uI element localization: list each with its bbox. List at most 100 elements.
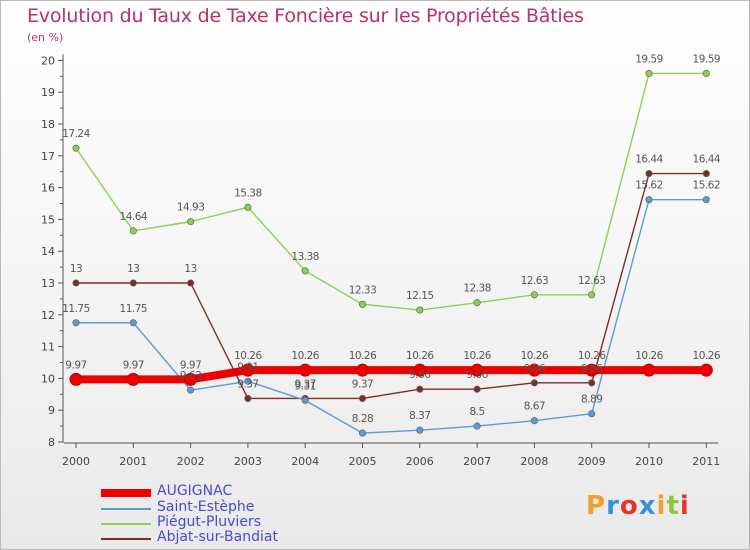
x-tick-label: 2003 — [234, 455, 262, 468]
data-label: 8.28 — [352, 413, 373, 425]
data-point — [645, 196, 653, 204]
y-tick-label: 8 — [48, 436, 55, 449]
data-label: 14.93 — [177, 202, 205, 214]
data-point — [187, 218, 195, 226]
data-label: 9.66 — [409, 369, 431, 381]
data-label: 16.44 — [693, 154, 721, 166]
data-point — [244, 203, 252, 211]
data-point — [126, 372, 140, 386]
y-tick-label: 18 — [41, 118, 55, 131]
data-label: 15.62 — [635, 180, 663, 192]
data-point — [530, 291, 538, 299]
data-point — [298, 363, 312, 377]
data-label: 9.37 — [352, 378, 373, 390]
data-point — [129, 319, 137, 327]
x-tick-label: 2010 — [635, 455, 663, 468]
data-label: 11.75 — [62, 303, 90, 315]
data-label: 13.38 — [291, 251, 319, 263]
data-label: 13 — [184, 263, 196, 275]
y-tick-label: 16 — [41, 182, 55, 195]
data-label: 12.63 — [521, 275, 549, 287]
y-tick-label: 17 — [41, 150, 55, 163]
data-label: 10.26 — [291, 350, 319, 362]
data-point — [530, 417, 538, 425]
data-label: 8.67 — [524, 401, 545, 413]
proxiti-logo: Proxiti — [586, 491, 690, 521]
data-label: 15.62 — [693, 180, 721, 192]
data-label: 8.5 — [469, 406, 484, 418]
data-point — [69, 372, 83, 386]
logo-letter: r — [606, 491, 620, 521]
data-label: 10.26 — [578, 350, 606, 362]
data-label: 15.38 — [234, 187, 262, 199]
data-point — [301, 396, 309, 404]
legend-label: AUGIGNAC — [157, 483, 233, 499]
data-label: 12.63 — [578, 275, 606, 287]
y-tick-label: 14 — [41, 245, 55, 258]
x-tick-label: 2004 — [291, 455, 319, 468]
series-line-saint-est-phe — [75, 198, 707, 434]
data-label: 12.38 — [463, 283, 491, 295]
chart-subtitle: (en %) — [27, 31, 64, 44]
data-label: 10.26 — [693, 350, 721, 362]
logo-letter: i — [679, 491, 690, 521]
legend-swatch — [101, 489, 151, 497]
data-label: 8.89 — [581, 394, 602, 406]
data-label: 17.24 — [62, 128, 90, 140]
x-tick-label: 2006 — [406, 455, 434, 468]
data-label: 9.86 — [524, 363, 546, 375]
x-tick-label: 2009 — [578, 455, 606, 468]
data-label: 9.31 — [295, 380, 316, 392]
logo-letter: P — [586, 491, 607, 521]
y-tick-label: 19 — [41, 86, 55, 99]
data-label: 9.37 — [237, 378, 258, 390]
y-tick-label: 11 — [41, 341, 55, 354]
data-label: 9.66 — [466, 369, 488, 381]
data-label: 10.26 — [349, 350, 377, 362]
legend-swatch — [101, 508, 151, 510]
data-label: 19.59 — [635, 53, 663, 65]
y-tick-label: 9 — [48, 404, 55, 417]
legend-swatch — [101, 523, 151, 525]
data-label: 13 — [127, 263, 139, 275]
data-point — [470, 363, 484, 377]
x-tick-label: 2001 — [119, 455, 147, 468]
x-tick-label: 2000 — [62, 455, 90, 468]
data-point — [416, 385, 424, 393]
data-point — [530, 379, 538, 387]
data-point — [72, 319, 80, 327]
data-label: 11.75 — [120, 303, 148, 315]
data-point — [129, 279, 137, 287]
data-point — [244, 394, 252, 402]
y-tick-label: 10 — [41, 372, 55, 385]
chart-title: Evolution du Taux de Taxe Foncière sur l… — [27, 5, 584, 27]
data-label: 10.26 — [521, 350, 549, 362]
data-point — [416, 306, 424, 314]
legend-label: Abjat-sur-Bandiat — [157, 529, 278, 545]
data-point — [585, 363, 599, 377]
y-tick-label: 13 — [41, 277, 55, 290]
data-label: 9.97 — [123, 359, 144, 371]
data-point — [413, 363, 427, 377]
x-tick-label: 2005 — [349, 455, 377, 468]
data-label: 9.63 — [180, 370, 201, 382]
data-label: 12.33 — [349, 284, 377, 296]
data-point — [699, 363, 713, 377]
logo-letter: x — [638, 491, 657, 521]
data-point — [358, 429, 367, 437]
legend-label: Saint-Estèphe — [157, 499, 255, 515]
data-point — [358, 394, 367, 402]
legend-swatch — [101, 538, 151, 540]
data-label: 10.26 — [234, 350, 262, 362]
data-point — [588, 379, 596, 387]
data-label: 19.59 — [693, 53, 721, 65]
data-point — [129, 227, 137, 235]
data-point — [473, 299, 481, 307]
data-point — [645, 69, 653, 77]
data-label: 9.86 — [581, 363, 603, 375]
data-point — [473, 422, 481, 430]
data-point — [702, 170, 710, 178]
data-point — [187, 279, 195, 287]
y-tick-label: 20 — [41, 54, 55, 67]
data-label: 9.97 — [65, 359, 86, 371]
